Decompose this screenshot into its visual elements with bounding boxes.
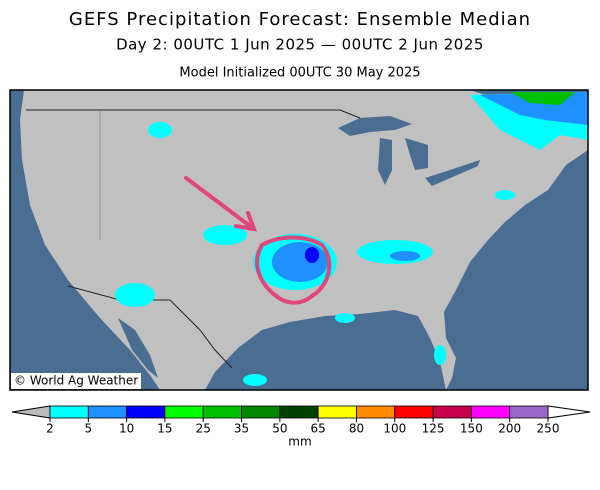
precip-sc xyxy=(495,190,515,200)
atlantic xyxy=(444,150,588,390)
lake-michigan xyxy=(378,138,392,185)
pacific xyxy=(10,90,160,390)
lake-huron xyxy=(405,138,428,170)
precip-la xyxy=(335,313,355,323)
colorbar-unit: mm xyxy=(288,435,311,449)
arrow-shaft xyxy=(184,176,252,228)
precip-tn xyxy=(390,251,420,261)
colorbar-tick-label: 100 xyxy=(383,422,406,436)
lakes-erie-ontario xyxy=(425,160,480,186)
colorbar-tick-label: 5 xyxy=(84,422,92,436)
map: © World Ag Weather xyxy=(9,89,589,391)
credit: © World Ag Weather xyxy=(14,374,138,388)
colorbar-under xyxy=(11,405,51,419)
colorbar-segment xyxy=(164,405,204,419)
precip-tn xyxy=(357,240,433,264)
colorbar-tick-label: 200 xyxy=(498,422,521,436)
colorbar-tick-label: 2 xyxy=(46,422,54,436)
colorbar-segment xyxy=(202,405,242,419)
colorbar-tick-label: 150 xyxy=(460,422,483,436)
colorbar-tick-label: 250 xyxy=(537,422,560,436)
colorbar-tick-label: 50 xyxy=(272,422,287,436)
colorbar-tick-label: 10 xyxy=(119,422,134,436)
credit-bg xyxy=(11,373,141,389)
colorbar-tick-label: 35 xyxy=(234,422,249,436)
init-time: Model Initialized 00UTC 30 May 2025 xyxy=(179,66,420,81)
colorbar-segment xyxy=(356,405,396,419)
precip-co xyxy=(203,225,247,245)
title: GEFS Precipitation Forecast: Ensemble Me… xyxy=(69,9,531,30)
colorbar-segment xyxy=(49,405,89,419)
colorbar-segment xyxy=(317,405,357,419)
precip-areas xyxy=(115,92,588,386)
subtitle: Day 2: 00UTC 1 Jun 2025 — 00UTC 2 Jun 20… xyxy=(116,36,484,54)
colorbar-tick-label: 125 xyxy=(422,422,445,436)
precip-az xyxy=(115,283,155,307)
colorbar-tick-label: 65 xyxy=(311,422,326,436)
colorbar-over xyxy=(547,405,591,419)
colorbar-tick-label: 80 xyxy=(349,422,364,436)
colorbar-tick-label: 15 xyxy=(157,422,172,436)
lake-superior xyxy=(338,116,412,136)
colorbar-segment xyxy=(279,405,319,419)
map-frame xyxy=(9,89,589,391)
gulf-of-california xyxy=(118,318,158,378)
borders xyxy=(26,109,361,119)
gulf-of-mexico xyxy=(205,310,446,390)
colorbar-segment xyxy=(87,405,128,419)
arrow-head xyxy=(234,211,258,232)
colorbar-segment xyxy=(394,405,434,419)
annotation xyxy=(184,176,332,305)
precip-ne xyxy=(510,92,575,105)
colorbar-segment xyxy=(509,405,549,419)
precip-ok xyxy=(272,242,328,282)
colorbar-segment xyxy=(432,405,472,419)
borders xyxy=(67,285,233,369)
colorbar-segment xyxy=(126,405,166,419)
precip-id xyxy=(148,122,172,138)
highlight-loop xyxy=(255,235,332,305)
colorbar-segment xyxy=(470,405,511,419)
precip-ok xyxy=(305,247,319,263)
colorbar-segment xyxy=(241,405,281,419)
colorbar-tick-label: 25 xyxy=(196,422,211,436)
precip-fl xyxy=(434,345,446,365)
precip-mx xyxy=(243,374,267,386)
